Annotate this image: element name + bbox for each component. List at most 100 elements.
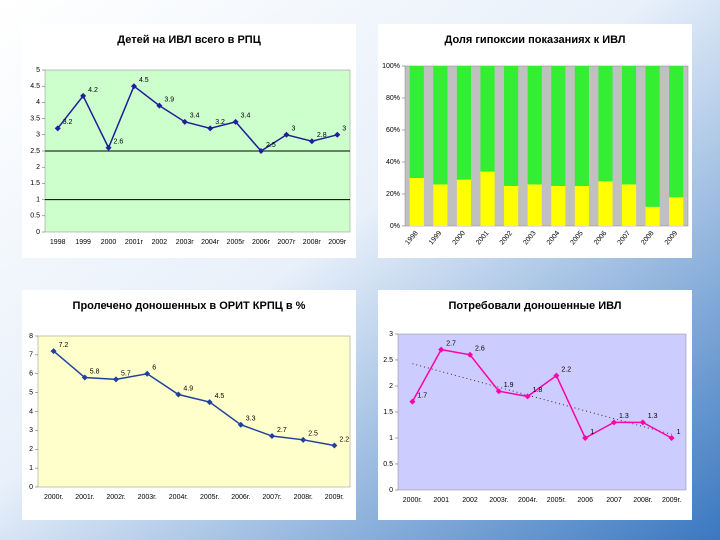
bar-segment xyxy=(598,181,613,226)
data-label: 2.6 xyxy=(475,346,485,353)
data-label: 1.9 xyxy=(504,382,514,389)
plot-area xyxy=(397,333,687,491)
data-label: 1.7 xyxy=(417,392,427,399)
data-point xyxy=(495,388,502,395)
y-tick-label: 0 xyxy=(389,487,393,494)
y-tick-label: 2.5 xyxy=(383,357,393,364)
data-point xyxy=(113,376,119,383)
bar-segment xyxy=(645,66,660,207)
x-tick-label: 2007г. xyxy=(262,494,281,501)
x-tick-label: 2009г. xyxy=(662,497,681,504)
plot-area xyxy=(404,65,689,227)
x-tick-label: 2006г xyxy=(252,239,271,246)
x-tick-label: 2007г xyxy=(277,239,296,246)
data-label: 5.8 xyxy=(90,368,100,375)
data-point xyxy=(283,131,290,138)
y-tick-label: 3 xyxy=(389,331,393,338)
y-tick-label: 8 xyxy=(29,333,33,340)
data-label: 1.3 xyxy=(648,413,658,420)
data-line xyxy=(411,348,672,440)
x-tick-label: 2000г. xyxy=(44,494,63,501)
data-point xyxy=(258,148,265,154)
x-tick-label: 2005г xyxy=(227,239,246,246)
data-point xyxy=(232,118,239,125)
data-label: 3 xyxy=(342,126,346,133)
x-tick-label: 2006 xyxy=(577,497,593,504)
y-tick-label: 2 xyxy=(29,446,33,453)
x-tick-label: 2004г. xyxy=(518,497,537,504)
x-tick-label: 2008г. xyxy=(633,497,652,504)
x-tick-label: 2004г xyxy=(201,239,220,246)
trend-line xyxy=(412,363,672,435)
x-tick-label: 2001 xyxy=(433,497,449,504)
bar-segment xyxy=(621,184,637,226)
y-tick-label: 4 xyxy=(29,408,33,415)
bar-segment xyxy=(598,66,613,182)
x-tick-label: 1999 xyxy=(75,239,91,246)
y-tick-label: 0 xyxy=(29,484,33,491)
data-label: 7.2 xyxy=(59,342,69,349)
data-point xyxy=(206,399,213,406)
bar-segment xyxy=(480,171,495,226)
data-label: 3.3 xyxy=(246,416,256,423)
data-point xyxy=(668,435,675,441)
y-tick-label: 1 xyxy=(36,196,40,203)
data-point xyxy=(467,351,473,358)
bar-segment xyxy=(456,66,472,180)
x-tick-label: 2005г. xyxy=(547,497,566,504)
chart-title: Доля гипоксии показаниях к ИВЛ xyxy=(444,34,625,46)
data-label: 2.7 xyxy=(446,340,456,347)
data-point xyxy=(308,138,315,145)
data-point xyxy=(639,419,646,426)
data-label: 2.7 xyxy=(277,427,287,434)
bar-segment xyxy=(669,197,684,226)
bar-segment xyxy=(669,66,684,198)
data-point xyxy=(269,433,275,440)
y-tick-label: 1 xyxy=(389,435,393,442)
x-tick-label: 2008г xyxy=(303,239,322,246)
x-tick-label: 2009г xyxy=(328,239,347,246)
data-label: 3.2 xyxy=(63,119,73,126)
x-tick-label: 2009г. xyxy=(325,494,344,501)
data-point xyxy=(582,435,589,441)
y-tick-label: 80% xyxy=(386,95,400,102)
y-tick-label: 7 xyxy=(29,352,33,359)
data-label: 3 xyxy=(291,126,295,133)
y-tick-label: 3 xyxy=(36,132,40,139)
data-label: 4.5 xyxy=(215,393,225,400)
bar-segment xyxy=(551,186,566,226)
bar-segment xyxy=(409,178,424,226)
y-tick-label: 3 xyxy=(29,427,33,434)
bar-segment xyxy=(645,206,660,226)
y-tick-label: 2 xyxy=(389,383,393,390)
data-point xyxy=(207,125,214,132)
data-point xyxy=(175,391,182,398)
x-tick-label: 2005г. xyxy=(200,494,219,501)
chart-title: Потребовали доношенные ИВЛ xyxy=(449,300,622,312)
chart-title: Пролечено доношенных в ОРИТ КРПЦ в % xyxy=(73,300,306,312)
y-tick-label: 2 xyxy=(36,164,40,171)
data-label: 3.2 xyxy=(215,119,225,126)
data-label: 1.3 xyxy=(619,413,629,420)
data-line xyxy=(53,350,335,447)
bar-segment xyxy=(621,66,637,185)
data-point xyxy=(331,442,338,449)
data-label: 2.5 xyxy=(266,142,276,149)
x-tick-label: 2008г. xyxy=(294,494,313,501)
y-tick-label: 20% xyxy=(386,191,400,198)
data-point xyxy=(54,125,61,132)
data-point xyxy=(237,421,244,428)
x-tick-label: 2001г xyxy=(125,239,144,246)
bar-segment xyxy=(480,66,495,172)
data-point xyxy=(334,131,341,138)
y-tick-label: 3.5 xyxy=(30,115,40,122)
y-tick-label: 1.5 xyxy=(30,180,40,187)
x-tick-label: 2002г. xyxy=(106,494,125,501)
x-tick-label: 2007 xyxy=(606,497,622,504)
x-tick-label: 2000 xyxy=(101,239,117,246)
data-label: 4.9 xyxy=(183,385,193,392)
data-label: 1.8 xyxy=(533,387,543,394)
y-tick-label: 40% xyxy=(386,159,400,166)
y-tick-label: 4 xyxy=(36,99,40,106)
